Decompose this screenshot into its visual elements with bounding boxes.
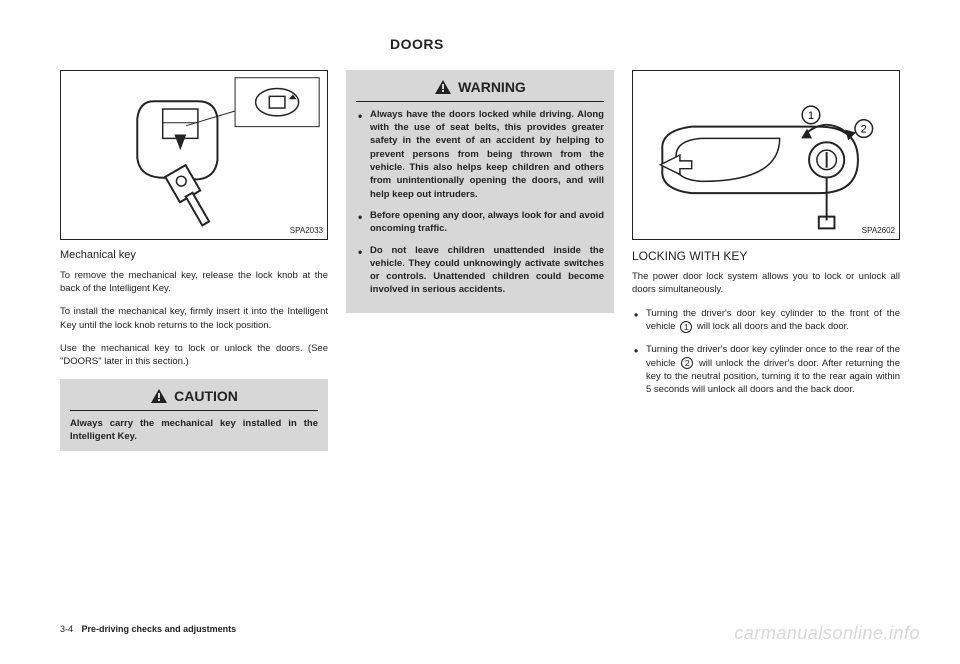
section-title: DOORS: [390, 36, 444, 52]
figure-mechanical-key: SPA2033: [60, 70, 328, 240]
caution-box: CAUTION Always carry the mechanical key …: [60, 379, 328, 451]
caution-label: CAUTION: [174, 387, 238, 406]
list-item: Turning the driver's door key cylinder t…: [632, 307, 900, 334]
manual-page: DOORS: [0, 0, 960, 664]
warning-item: Always have the doors locked while drivi…: [356, 108, 604, 201]
column-2: WARNING Always have the doors locked whi…: [346, 70, 614, 461]
body-text: To remove the mechanical key, release th…: [60, 269, 328, 296]
column-3: 1 2 SPA2602 LOCKING WITH KEY The power d…: [632, 70, 900, 461]
page-number: 3-4: [60, 624, 73, 634]
figure-door-handle: 1 2 SPA2602: [632, 70, 900, 240]
warning-item: Before opening any door, always look for…: [356, 209, 604, 236]
columns: SPA2033 Mechanical key To remove the mec…: [60, 70, 900, 461]
key-fob-illustration: [61, 71, 327, 239]
warning-item: Do not leave children unattended inside …: [356, 244, 604, 297]
footer-section-name: Pre-driving checks and adjustments: [82, 624, 237, 634]
circled-1-icon: 1: [680, 321, 692, 333]
list-item: Turning the driver's door key cylinder o…: [632, 343, 900, 396]
caution-body: Always carry the mechanical key installe…: [70, 417, 318, 444]
locking-with-key-heading: LOCKING WITH KEY: [632, 248, 900, 264]
warning-box: WARNING Always have the doors locked whi…: [346, 70, 614, 313]
warning-header: WARNING: [356, 78, 604, 102]
warning-triangle-icon: [150, 388, 168, 404]
caution-header: CAUTION: [70, 387, 318, 411]
body-text: The power door lock system allows you to…: [632, 270, 900, 297]
watermark: carmanualsonline.info: [734, 623, 920, 644]
mechanical-key-heading: Mechanical key: [60, 248, 328, 263]
door-handle-illustration: 1 2: [633, 71, 899, 239]
key-action-list: Turning the driver's door key cylinder t…: [632, 307, 900, 397]
body-text: To install the mechanical key, firmly in…: [60, 305, 328, 332]
svg-text:1: 1: [808, 110, 814, 122]
warning-body: Always have the doors locked while drivi…: [356, 108, 604, 297]
column-1: SPA2033 Mechanical key To remove the mec…: [60, 70, 328, 461]
figure-caption: SPA2602: [862, 226, 895, 237]
warning-triangle-icon: [434, 79, 452, 95]
figure-caption: SPA2033: [290, 226, 323, 237]
svg-text:2: 2: [861, 124, 867, 136]
body-text: Use the mechanical key to lock or unlock…: [60, 342, 328, 369]
page-footer: 3-4 Pre-driving checks and adjustments: [60, 624, 236, 634]
warning-label: WARNING: [458, 78, 526, 97]
circled-2-icon: 2: [681, 357, 693, 369]
